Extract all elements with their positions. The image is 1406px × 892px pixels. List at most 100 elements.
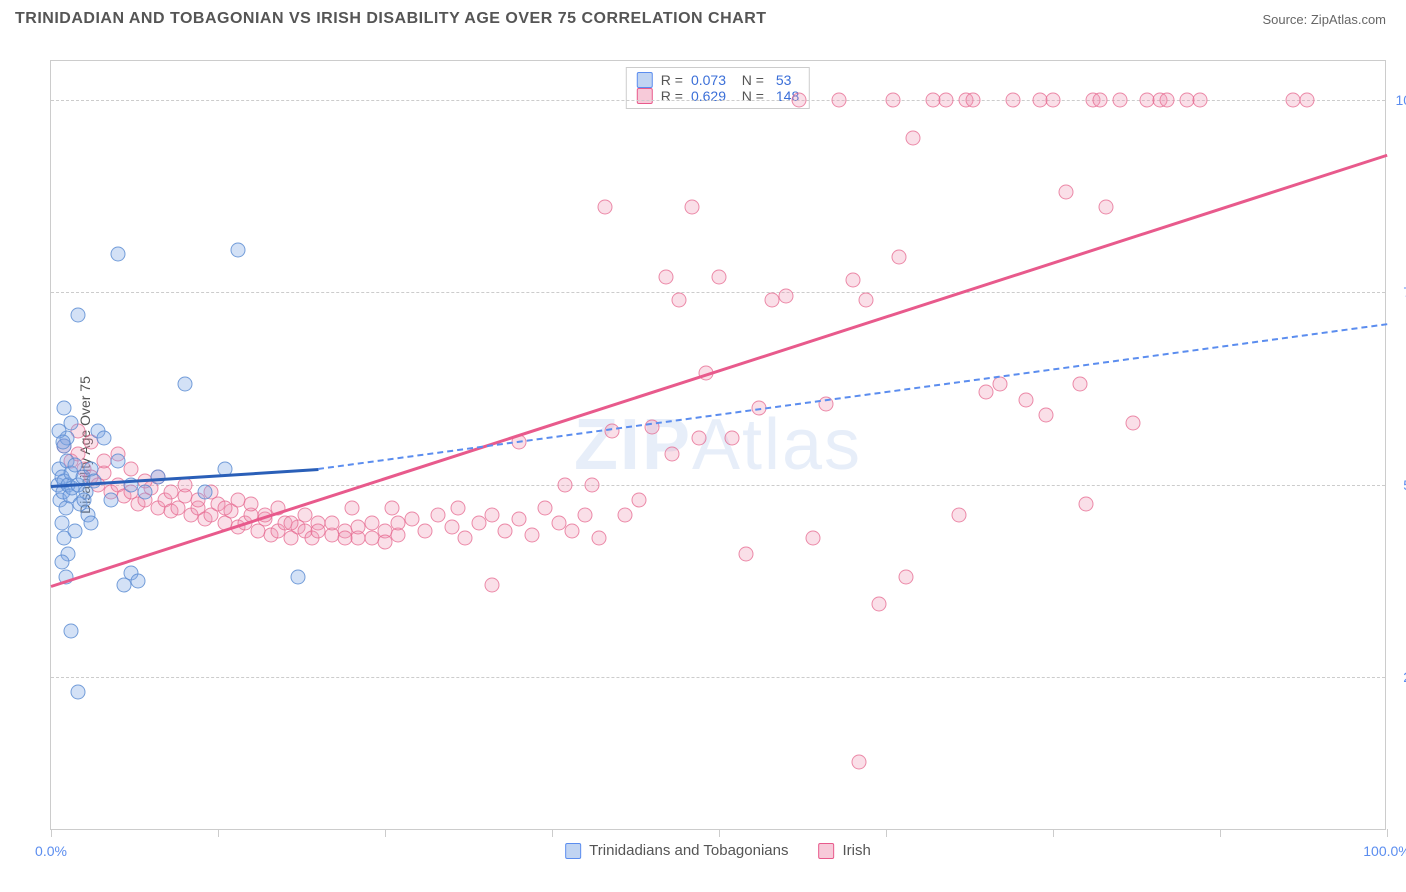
legend-label: Irish: [842, 842, 870, 859]
legend-item: Trinidadians and Tobagonians: [565, 842, 788, 859]
scatter-point: [378, 535, 393, 550]
scatter-point: [418, 523, 433, 538]
scatter-point: [70, 308, 85, 323]
scatter-point: [344, 500, 359, 515]
scatter-point: [685, 200, 700, 215]
scatter-point: [64, 623, 79, 638]
stats-row: R =0.629 N = 148: [637, 88, 799, 104]
scatter-point: [1126, 415, 1141, 430]
xtick: [218, 829, 219, 837]
scatter-point: [150, 469, 165, 484]
watermark: ZIPAtlas: [574, 404, 862, 486]
scatter-point: [1299, 92, 1314, 107]
scatter-point: [471, 516, 486, 531]
gridline-h: [51, 677, 1385, 678]
scatter-point: [738, 546, 753, 561]
scatter-point: [324, 516, 339, 531]
scatter-point: [444, 519, 459, 534]
scatter-point: [1192, 92, 1207, 107]
xtick: [719, 829, 720, 837]
n-value: 53: [772, 72, 791, 88]
scatter-point: [1059, 184, 1074, 199]
scatter-point: [524, 527, 539, 542]
scatter-point: [778, 288, 793, 303]
scatter-point: [899, 569, 914, 584]
r-value: 0.073: [691, 72, 726, 88]
scatter-point: [197, 485, 212, 500]
scatter-point: [291, 569, 306, 584]
r-value: 0.629: [691, 88, 726, 104]
chart-plot-area: Disability Age Over 75 ZIPAtlas R =0.073…: [50, 60, 1386, 830]
scatter-point: [845, 273, 860, 288]
scatter-point: [54, 554, 69, 569]
swatch-blue: [637, 72, 653, 88]
scatter-point: [565, 523, 580, 538]
swatch-blue: [565, 843, 581, 859]
scatter-point: [451, 500, 466, 515]
scatter-point: [658, 269, 673, 284]
scatter-point: [337, 531, 352, 546]
legend-item: Irish: [818, 842, 870, 859]
scatter-point: [297, 508, 312, 523]
scatter-point: [511, 512, 526, 527]
chart-title: TRINIDADIAN AND TOBAGONIAN VS IRISH DISA…: [15, 10, 767, 28]
trend-line: [318, 323, 1387, 470]
scatter-point: [110, 246, 125, 261]
stats-row: R = 0.073 N = 53: [637, 72, 799, 88]
n-label: N =: [734, 72, 764, 88]
scatter-point: [892, 250, 907, 265]
scatter-point: [217, 500, 232, 515]
scatter-point: [110, 454, 125, 469]
r-label: R =: [661, 72, 683, 88]
scatter-point: [124, 462, 139, 477]
xtick: [1053, 829, 1054, 837]
scatter-point: [404, 512, 419, 527]
scatter-point: [965, 92, 980, 107]
gridline-h: [51, 485, 1385, 486]
scatter-point: [885, 92, 900, 107]
scatter-point: [70, 685, 85, 700]
scatter-point: [1099, 200, 1114, 215]
scatter-point: [979, 385, 994, 400]
xtick: [1387, 829, 1388, 837]
scatter-point: [631, 492, 646, 507]
scatter-point: [1005, 92, 1020, 107]
scatter-point: [1039, 408, 1054, 423]
scatter-point: [712, 269, 727, 284]
scatter-point: [177, 377, 192, 392]
scatter-point: [618, 508, 633, 523]
scatter-point: [538, 500, 553, 515]
scatter-point: [1159, 92, 1174, 107]
bottom-legend: Trinidadians and Tobagonians Irish: [565, 842, 871, 859]
legend-label: Trinidadians and Tobagonians: [589, 842, 788, 859]
stats-legend-box: R = 0.073 N = 53R =0.629 N = 148: [626, 67, 810, 109]
scatter-point: [671, 292, 686, 307]
source-label: Source: ZipAtlas.com: [1262, 12, 1386, 27]
xtick-label: 100.0%: [1363, 843, 1406, 859]
scatter-point: [591, 531, 606, 546]
scatter-point: [311, 523, 326, 538]
scatter-point: [725, 431, 740, 446]
n-label: N =: [734, 88, 764, 104]
xtick: [886, 829, 887, 837]
scatter-point: [952, 508, 967, 523]
scatter-point: [458, 531, 473, 546]
xtick: [385, 829, 386, 837]
scatter-point: [130, 573, 145, 588]
gridline-h: [51, 292, 1385, 293]
scatter-point: [585, 477, 600, 492]
ytick-label: 100.0%: [1396, 92, 1406, 108]
scatter-point: [431, 508, 446, 523]
scatter-point: [872, 596, 887, 611]
scatter-point: [84, 516, 99, 531]
scatter-point: [484, 577, 499, 592]
scatter-point: [1072, 377, 1087, 392]
scatter-point: [384, 500, 399, 515]
scatter-point: [284, 516, 299, 531]
scatter-point: [104, 492, 119, 507]
scatter-point: [558, 477, 573, 492]
scatter-point: [832, 92, 847, 107]
swatch-pink: [637, 88, 653, 104]
scatter-point: [792, 92, 807, 107]
scatter-point: [598, 200, 613, 215]
